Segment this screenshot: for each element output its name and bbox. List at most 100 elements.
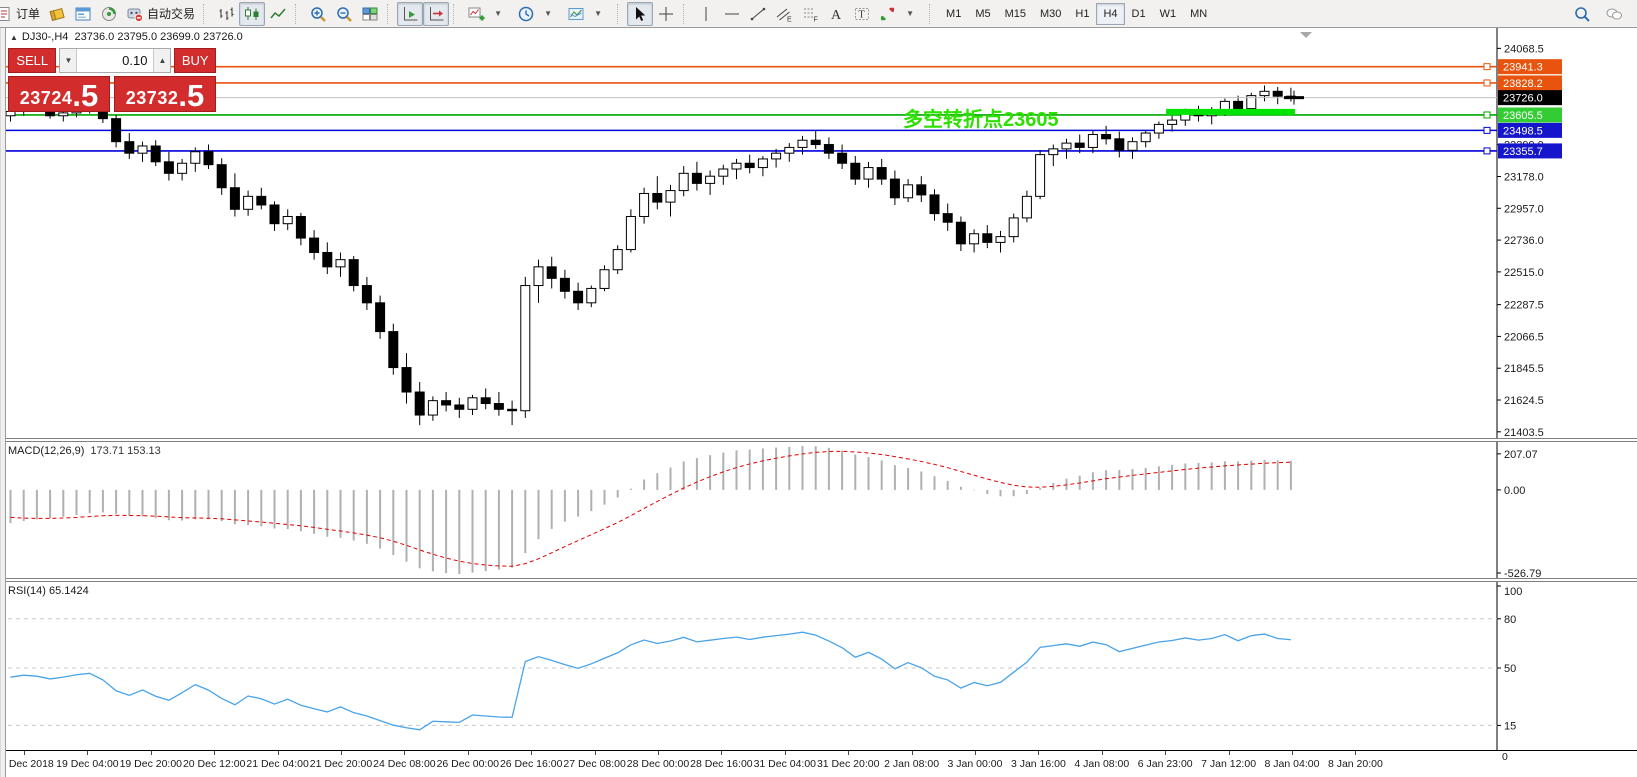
toolbar-search-button[interactable] (1569, 2, 1595, 26)
candle-body (586, 287, 597, 304)
toolbar-text-label-button[interactable]: T (849, 2, 875, 26)
toolbar-tile-windows-button[interactable] (357, 2, 383, 26)
toolbar-templates-button[interactable] (563, 2, 589, 26)
candle-body (823, 144, 834, 154)
toolbar-text-button[interactable]: A (823, 2, 849, 26)
time-tick (848, 751, 850, 755)
toolbar-arrows-button[interactable] (875, 2, 901, 26)
window-menu-icon[interactable]: ▲ (10, 33, 18, 42)
rsi-indicator-panel[interactable]: 100 80 50 15 RSI(14) 65.1424 (0, 582, 1637, 750)
toolbar-indicators-button[interactable] (463, 2, 489, 26)
toolbar-horizontal-line-button[interactable] (719, 2, 745, 26)
timeframe-tf-m5-button[interactable]: M5 (968, 3, 997, 25)
macd-canvas[interactable]: 207.07 0.00 -526.79 (0, 442, 1637, 578)
volume-input[interactable]: 0.10 (77, 49, 154, 72)
buy-price-button[interactable]: 23732.5 (114, 76, 216, 112)
zoom-in-icon (311, 6, 326, 22)
sell-button[interactable]: SELL (8, 48, 57, 73)
toolbar-chart-shift-button[interactable] (423, 1, 450, 26)
buy-button[interactable]: BUY (174, 48, 216, 73)
candle-body (691, 172, 702, 184)
sell-price-button[interactable]: 23724.5 (8, 76, 110, 112)
toolbar-chat-button[interactable] (1601, 2, 1627, 26)
hline-handle[interactable] (1483, 79, 1491, 87)
toolbar-market-watch-button[interactable] (44, 2, 70, 26)
cursor-icon (636, 6, 646, 21)
horizontal-lines-layer[interactable]: 23941.3 23828.2 23605.5 23498.5 23355.7 (0, 59, 1562, 159)
toolbar-zoom-out-button[interactable] (331, 2, 357, 26)
time-tick (1038, 751, 1040, 755)
arrows-dropdown-button[interactable]: ▼ (906, 9, 914, 18)
volume-decrease-button[interactable]: ▼ (60, 49, 78, 72)
toolbar-crosshair-button[interactable] (653, 2, 679, 26)
toolbar-trend-line-button[interactable] (745, 2, 771, 26)
toolbar-terminal-button[interactable] (96, 2, 122, 26)
toolbar-vertical-line-button[interactable] (693, 2, 719, 26)
indicators-dropdown-button[interactable]: ▼ (494, 9, 502, 18)
auto-scroll-icon (404, 6, 418, 20)
timeframe-tf-m15-button[interactable]: M15 (998, 3, 1033, 25)
toolbar-periods-button[interactable] (513, 2, 539, 26)
candle-body (1167, 119, 1178, 125)
macd-axis-label: 0.00 (1504, 485, 1525, 497)
toolbar-bar-chart-button[interactable] (213, 2, 239, 26)
rsi-axis-label: 50 (1504, 663, 1516, 675)
crosshair-icon (659, 6, 674, 21)
chart-text-annotation[interactable]: 多空转折点23605 (903, 109, 1059, 131)
panel-divider[interactable] (0, 578, 1637, 582)
timeframe-tf-m30-button[interactable]: M30 (1033, 3, 1068, 25)
rsi-axis-label: 80 (1504, 614, 1516, 626)
toolbar-fibonacci-button[interactable]: F (797, 2, 823, 26)
panel-divider[interactable] (0, 438, 1637, 442)
macd-indicator-panel[interactable]: 207.07 0.00 -526.79 MACD(12,26,9) 173.71 15… (0, 442, 1637, 578)
rsi-axis-label: 100 (1504, 586, 1522, 598)
candlestick-chart-icon (245, 6, 259, 20)
toolbar-new-order-button[interactable]: 订单 (0, 2, 44, 26)
scroll-end-marker[interactable] (1300, 32, 1312, 38)
candle-body (295, 215, 306, 239)
timeframe-tf-h4-button[interactable]: H4 (1096, 2, 1125, 25)
periods-dropdown-button[interactable]: ▼ (544, 9, 552, 18)
candle-body (1021, 195, 1032, 219)
time-label: 2 Jan 08:00 (884, 758, 940, 770)
svg-text:T: T (859, 9, 865, 20)
toolbar-candlestick-chart-button[interactable] (239, 1, 266, 26)
timeframe-tf-m1-button[interactable]: M1 (939, 3, 968, 25)
toolbar-equidistant-channel-button[interactable]: E (771, 2, 797, 26)
templates-dropdown-button[interactable]: ▼ (594, 9, 602, 18)
hline-handle[interactable] (1483, 63, 1491, 71)
toolbar-cursor-button[interactable] (627, 1, 654, 26)
hline-handle[interactable] (1483, 126, 1491, 134)
toolbar: 订单 自动交易 ▼ ▼ ▼ E F A T ▼ M1 M5 M15 M30 H1 H4 D1 W1 MN (0, 0, 1637, 28)
price-chart-panel[interactable]: 24068.523399.023178.022957.022736.022515… (0, 28, 1637, 438)
trade-controls-row: SELL ▼ 0.10 ▲ BUY (8, 48, 216, 73)
time-tick (404, 751, 406, 755)
toolbar-auto-trading-button[interactable]: 自动交易 (122, 2, 199, 26)
rsi-canvas[interactable]: 100 80 50 15 (0, 582, 1637, 750)
price-tick-label: 23178.0 (1504, 171, 1544, 183)
hline-handle[interactable] (1483, 147, 1491, 155)
time-axis[interactable]: 18 Dec 2018 19 Dec 04:00 19 Dec 20:00 20 De… (0, 750, 1637, 777)
toolbar-zoom-in-button[interactable] (305, 2, 331, 26)
volume-increase-button[interactable]: ▲ (153, 49, 171, 72)
candlestick-chart-canvas[interactable]: 24068.523399.023178.022957.022736.022515… (0, 28, 1637, 438)
candle-body (744, 162, 755, 169)
toolbar-auto-scroll-button[interactable] (397, 1, 424, 26)
toolbar-line-chart-button[interactable] (265, 2, 291, 26)
price-tick-label: 21845.5 (1504, 363, 1544, 375)
timeframe-tf-d1-button[interactable]: D1 (1125, 3, 1153, 25)
timeframe-tf-w1-button[interactable]: W1 (1153, 3, 1184, 25)
time-label: 7 Jan 12:00 (1201, 758, 1257, 770)
line-chart-icon (270, 8, 286, 18)
candle-body (955, 221, 966, 245)
time-label: 24 Dec 08:00 (373, 758, 436, 770)
timeframe-tf-h1-button[interactable]: H1 (1068, 3, 1096, 25)
toolbar-navigator-button[interactable] (70, 2, 96, 26)
candle-body (1101, 133, 1112, 140)
macd-histogram (9, 446, 1292, 574)
time-tick (784, 751, 786, 755)
candles-layer[interactable] (5, 85, 1296, 426)
hline-handle[interactable] (1483, 111, 1491, 119)
timeframe-tf-mn-button[interactable]: MN (1183, 3, 1214, 25)
tf-m5-label: M5 (975, 7, 991, 20)
